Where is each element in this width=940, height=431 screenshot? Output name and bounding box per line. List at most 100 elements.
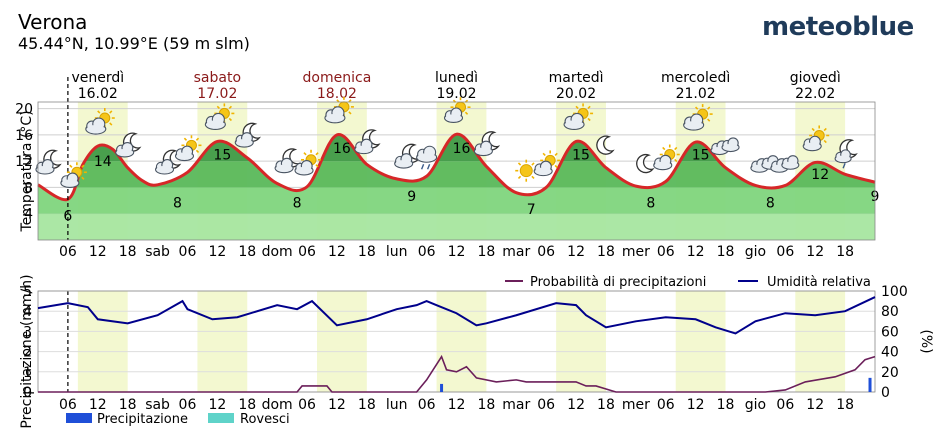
moon-cloud-icon: [274, 148, 301, 174]
sun-cloud-icon: [294, 149, 322, 176]
legend-precipitation-swatch: [66, 413, 92, 423]
x-tick-label: 18: [358, 244, 376, 260]
cloud-fill: [295, 166, 313, 175]
x-tick-label: lun: [386, 244, 408, 260]
x-tick-label: sab: [145, 244, 170, 260]
moon-rain-icon: [834, 139, 858, 169]
x-tick-label: 06: [59, 244, 77, 260]
sun-cloud-icon: [533, 150, 561, 177]
brand-logo[interactable]: meteoblue: [762, 12, 914, 42]
temperature-label: 8: [646, 195, 655, 211]
cloud-fill: [445, 114, 462, 122]
sun-ray: [707, 106, 711, 110]
sun-ray: [216, 105, 220, 110]
x-tick-label: 06: [537, 397, 555, 413]
legend-precipitation-label: Precipitazione: [97, 412, 188, 427]
day-name: giovedì: [790, 70, 841, 86]
x-tick-label: 18: [358, 397, 376, 413]
x-tick-label: 18: [119, 244, 137, 260]
moon-cloud-icon: [154, 149, 182, 175]
sun-ray: [315, 152, 319, 156]
cloud-fill: [355, 145, 372, 153]
cloud-sun-icon: [683, 104, 713, 131]
y-tick-label: 5: [23, 284, 32, 300]
rain-drop: [420, 163, 425, 170]
day-name: mercoledì: [661, 70, 730, 86]
cloud-fill: [722, 143, 739, 151]
cloud-fill: [116, 148, 133, 157]
y2-tick-label: 100: [881, 284, 908, 300]
cloud-sun-icon: [563, 103, 594, 130]
sun-ray: [517, 175, 522, 180]
sun-ray: [554, 152, 558, 157]
sun-ray: [195, 137, 200, 141]
cloud-fill: [36, 165, 54, 174]
y2-tick-label: 40: [881, 345, 899, 361]
y-tick-label: 1: [23, 365, 32, 381]
cloud-fill: [325, 113, 344, 122]
rain-drop: [426, 163, 431, 170]
y-tick-label: 16: [15, 128, 33, 144]
temperature-chart: 481216206148158169167158158129Temperatur…: [15, 77, 879, 260]
temperature-band: [38, 187, 875, 214]
x-tick-label: 06: [776, 397, 794, 413]
x-tick-label: 18: [836, 397, 854, 413]
moon-shape: [636, 153, 655, 174]
y2-tick-label: 0: [881, 385, 890, 401]
daytime-shade: [556, 291, 606, 392]
day-date: 19.02: [436, 86, 476, 102]
y-tick-label: 3: [23, 324, 32, 340]
cloud-fill: [417, 153, 436, 162]
y2-tick-label: 80: [881, 304, 899, 320]
x-tick-label: lun: [386, 397, 408, 413]
precipitation-frame: [37, 290, 876, 393]
daytime-shade: [436, 291, 487, 392]
cloud-sun-icon: [204, 103, 235, 130]
x-tick-label: 06: [298, 244, 316, 260]
moon-icon: [596, 135, 615, 155]
sun-ray: [228, 105, 232, 110]
cloud-rain-icon: [416, 145, 438, 170]
moon-cloud-icon: [354, 129, 381, 155]
sun-ray: [303, 152, 307, 156]
sun-ray: [811, 127, 815, 132]
x-tick-label: 12: [806, 397, 824, 413]
day-date: 16.02: [78, 86, 118, 102]
y-tick-label: 0: [23, 385, 32, 401]
x-tick-label: 06: [59, 397, 77, 413]
x-tick-label: 06: [776, 244, 794, 260]
x-tick-label: 18: [597, 244, 615, 260]
x-tick-label: 18: [717, 244, 735, 260]
x-tick-label: 12: [448, 397, 466, 413]
sun-ray: [695, 106, 699, 110]
x-tick-label: dom: [262, 397, 293, 413]
x-tick-label: 12: [806, 244, 824, 260]
temperature-band: [38, 213, 875, 240]
y-tick-label: 4: [24, 207, 33, 223]
temperature-label: 8: [293, 195, 302, 211]
sun-cloud-icon: [653, 144, 680, 171]
x-tick-label: 06: [179, 244, 197, 260]
temperature-label: 8: [173, 195, 182, 211]
x-tick-label: sab: [145, 397, 170, 413]
daytime-shade: [675, 291, 726, 392]
sun-disc: [519, 164, 533, 178]
temperature-label: 8: [766, 195, 775, 211]
cloud-fill: [535, 167, 552, 175]
moon-cloud-icon: [115, 132, 142, 158]
y-tick-label: 4: [23, 304, 32, 320]
sun-ray: [315, 164, 319, 168]
x-tick-label: 12: [687, 244, 705, 260]
humidity-line: [37, 296, 876, 335]
sun-ray: [517, 162, 522, 166]
x-tick-label: mar: [502, 244, 530, 260]
legend-humidity-label: Umidità relativa: [767, 275, 871, 290]
x-tick-label: gio: [745, 244, 766, 260]
moon-shape: [596, 135, 615, 155]
legend-probability-label: Probabilità di precipitazioni: [530, 275, 706, 290]
sun-ray: [336, 99, 340, 103]
clouds-icon: [770, 155, 800, 173]
x-tick-label: 18: [238, 397, 256, 413]
